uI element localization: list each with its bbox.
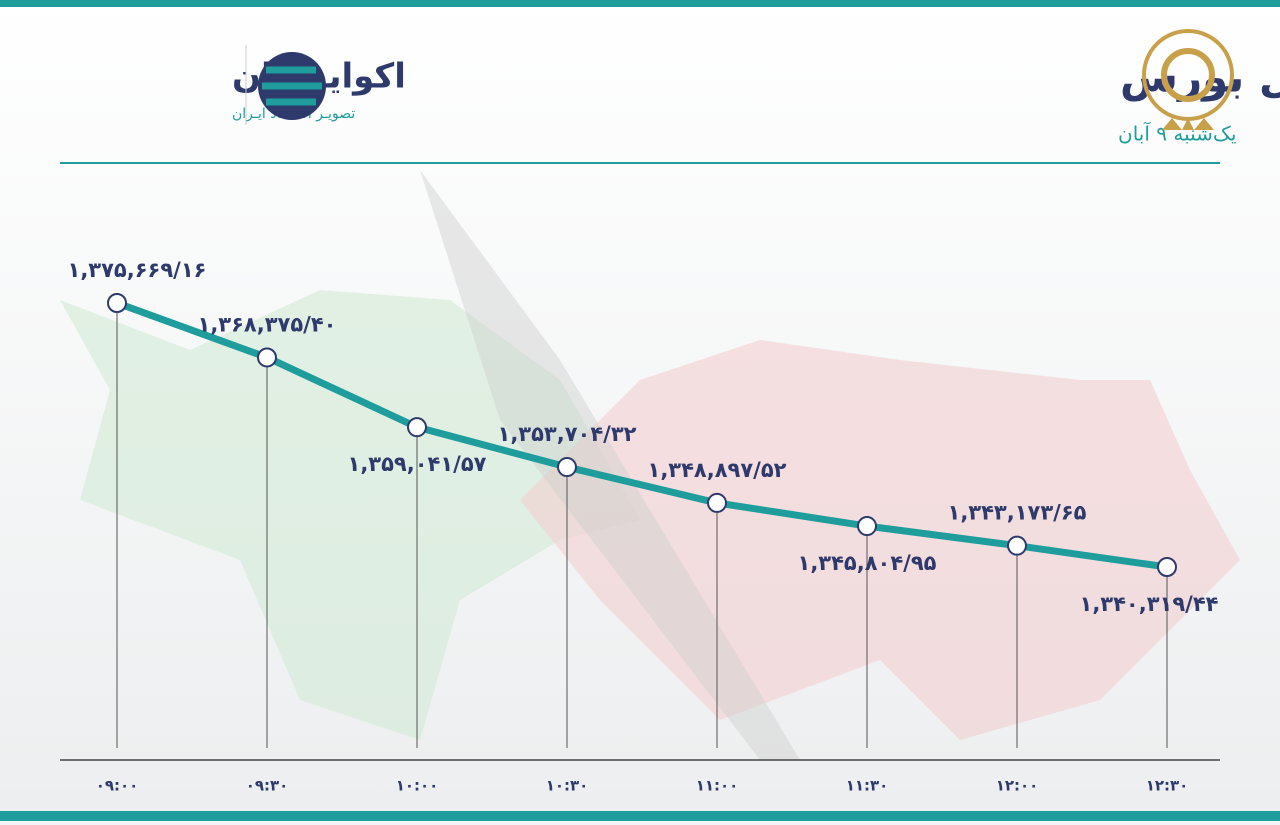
brand-logo: [258, 52, 326, 120]
x-tick-label: ۱۱:۳۰: [846, 777, 889, 795]
value-label: ۱,۳۴۰,۳۱۹/۴۴: [1080, 592, 1219, 616]
value-label: ۱,۳۴۸,۸۹۷/۵۲: [648, 458, 787, 482]
point: [107, 293, 127, 313]
point: [1007, 535, 1027, 556]
index-line: [115, 299, 1168, 571]
value-label: ۱,۳۵۹,۰۴۱/۵۷: [348, 452, 487, 476]
point: [1157, 557, 1177, 577]
x-tick-label: ۰۹:۰۰: [96, 777, 139, 795]
emblem: [1142, 29, 1234, 130]
x-tick-label: ۱۰:۳۰: [546, 777, 589, 795]
x-tick-label: ۰۹:۳۰: [246, 777, 289, 795]
value-label: ۱,۳۴۳,۱۷۳/۶۵: [948, 501, 1087, 525]
value-label: ۱,۳۷۵,۶۶۹/۱۶: [68, 258, 207, 282]
bear-shape: [520, 340, 1240, 740]
value-label: ۱,۳۵۳,۷۰۴/۳۲: [498, 422, 637, 446]
bull-shape: [60, 290, 640, 740]
x-tick-label: ۱۲:۳۰: [1146, 777, 1189, 795]
value-label: ۱,۳۴۵,۸۰۴/۹۵: [798, 551, 937, 575]
arrow-shape: [420, 170, 800, 760]
top-band: [0, 0, 1280, 7]
point: [857, 516, 877, 537]
point: [407, 417, 427, 438]
value-label: ۱,۳۶۸,۳۷۵/۴۰: [198, 312, 337, 336]
x-tick-label: ۱۰:۰۰: [396, 777, 439, 795]
bottom-band: [0, 811, 1280, 821]
x-tick-label: ۱۲:۰۰: [996, 777, 1039, 795]
point: [257, 347, 277, 368]
point: [707, 492, 727, 513]
x-tick-label: ۱۱:۰۰: [696, 777, 739, 795]
point: [557, 457, 577, 478]
